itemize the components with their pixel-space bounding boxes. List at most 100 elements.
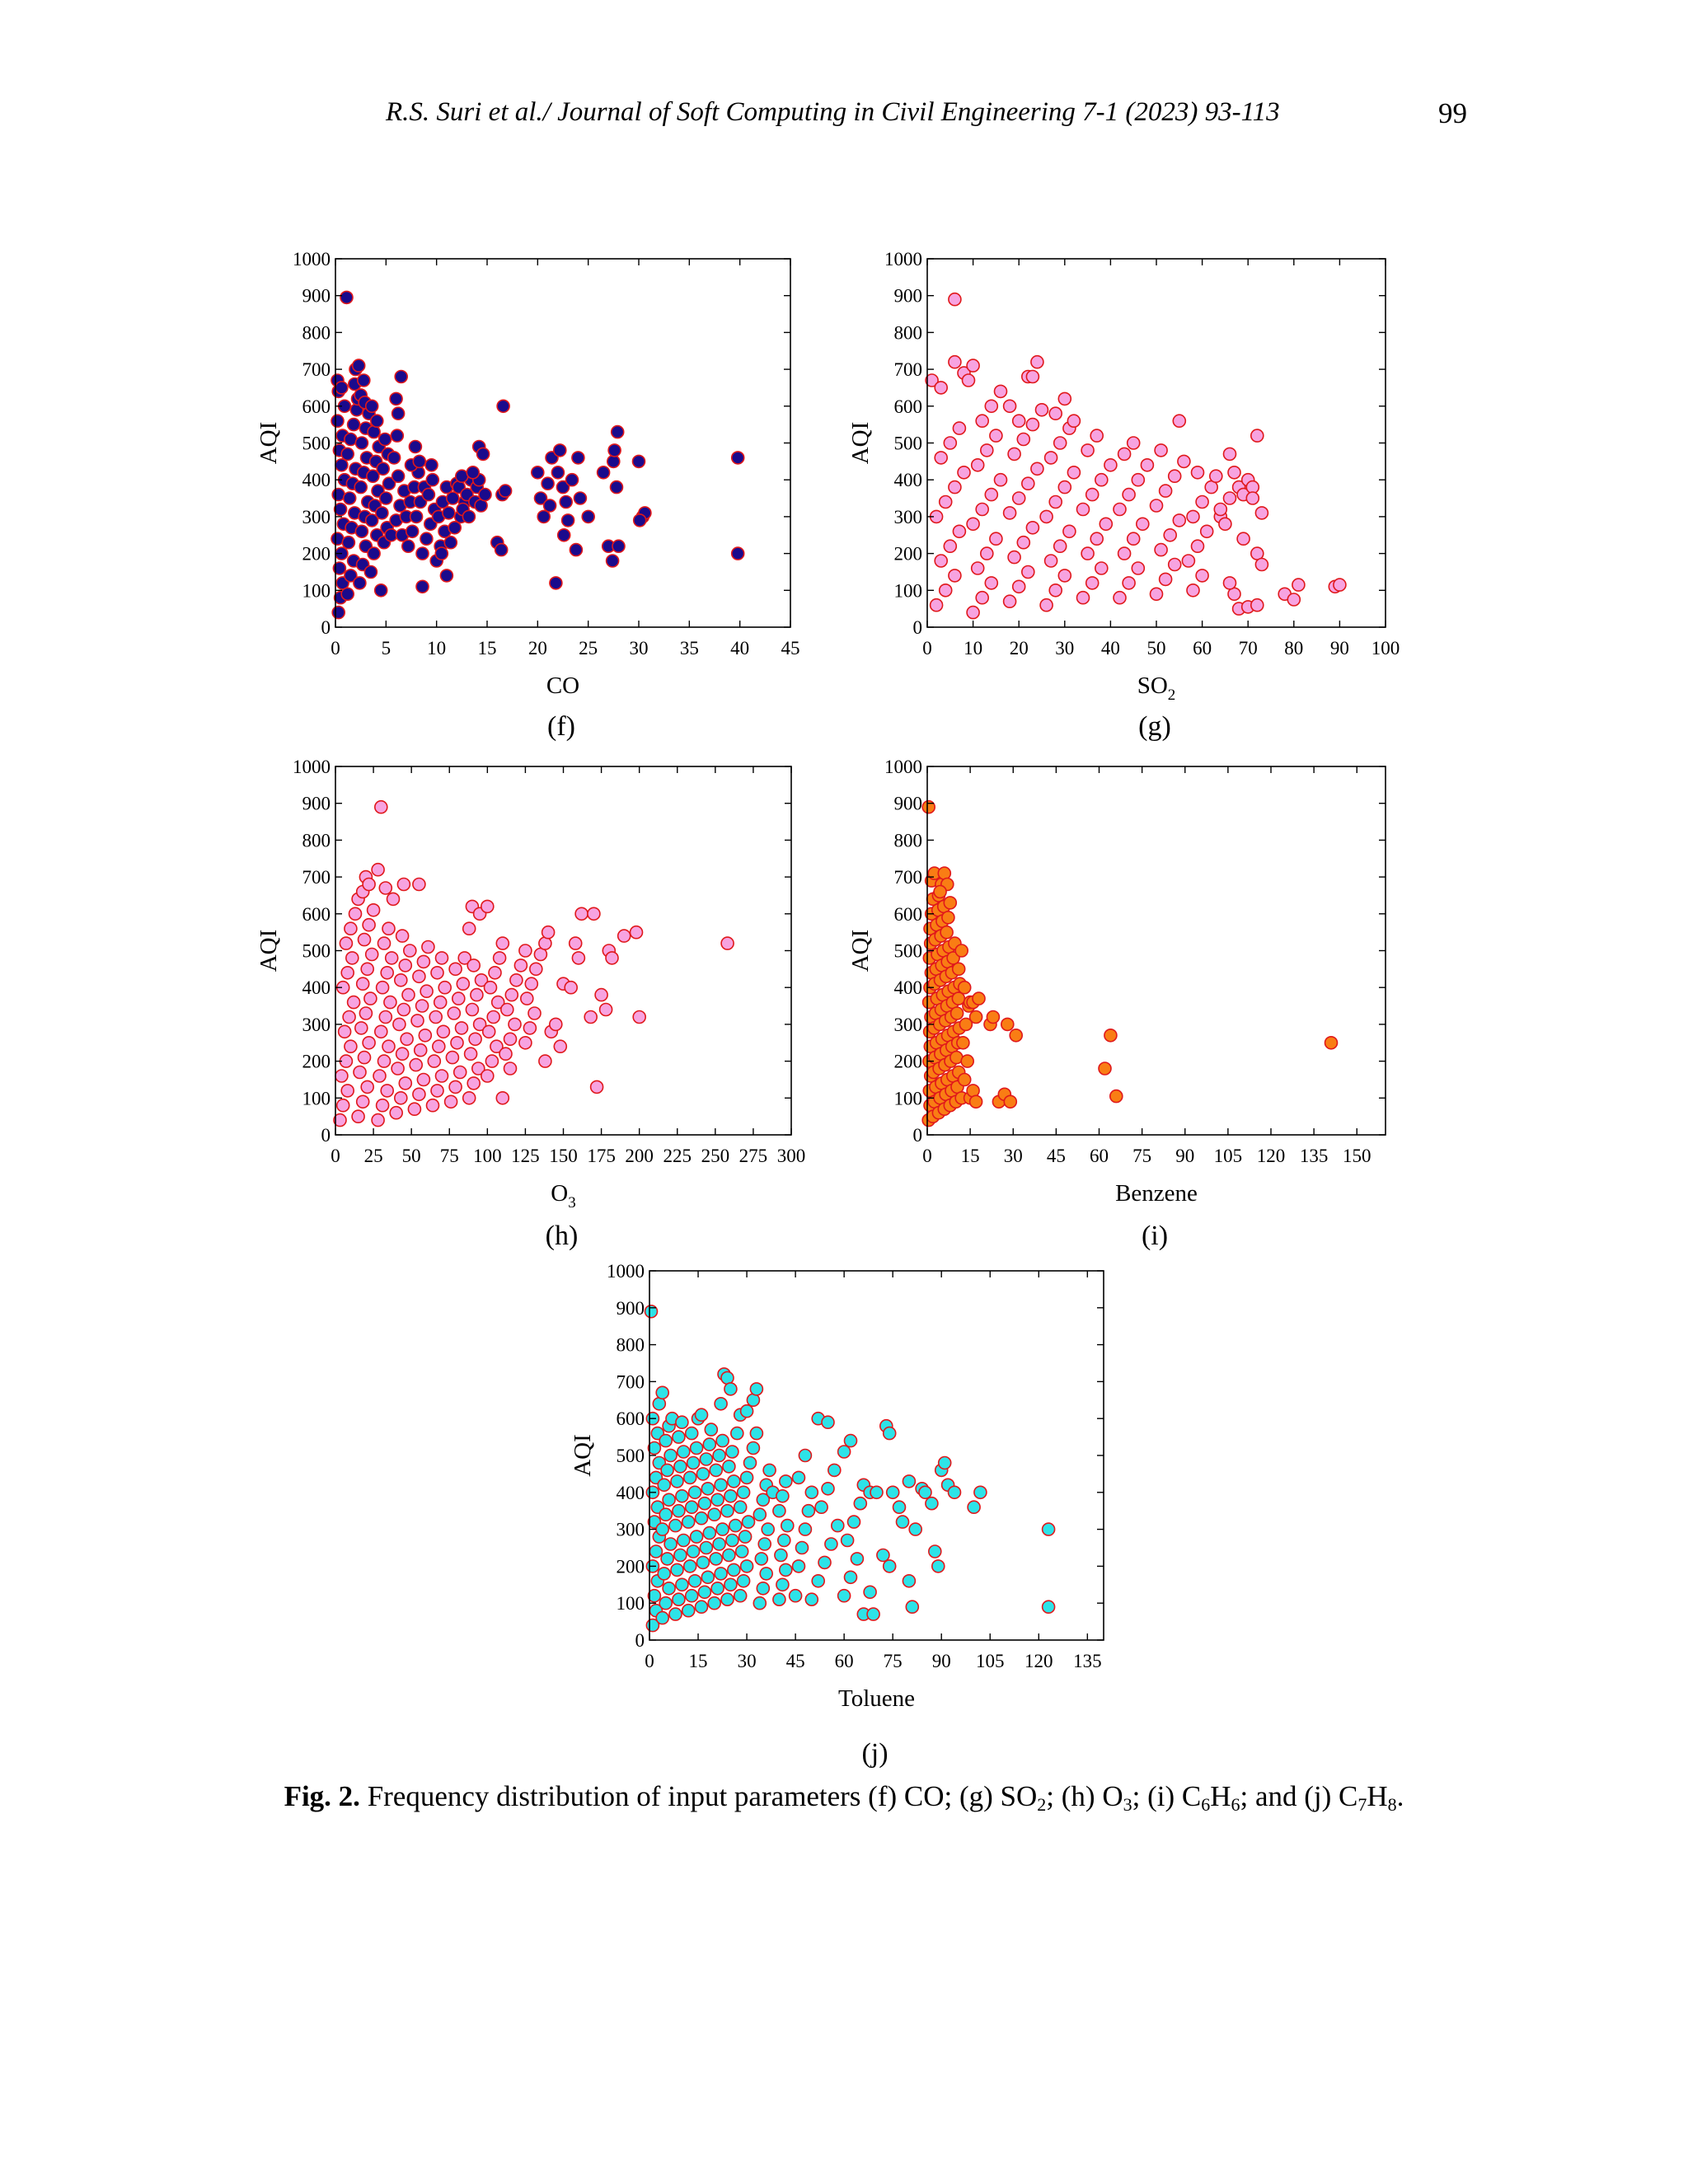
data-point — [804, 1592, 819, 1606]
data-point — [434, 1069, 449, 1083]
data-point — [380, 966, 395, 980]
data-point — [396, 877, 411, 892]
data-point — [346, 995, 361, 1010]
data-point — [682, 1559, 697, 1573]
data-point — [425, 472, 440, 487]
data-point — [725, 1533, 739, 1548]
data-point — [870, 1485, 884, 1500]
data-point — [391, 469, 406, 484]
data-point — [584, 1010, 598, 1024]
data-point — [465, 1002, 480, 1017]
data-point — [333, 502, 348, 517]
data-point — [1007, 447, 1021, 462]
data-point — [537, 509, 551, 524]
data-point — [450, 1036, 464, 1050]
data-point — [659, 1507, 673, 1521]
x-tick-label: 40 — [1101, 638, 1120, 658]
data-point — [1222, 447, 1237, 462]
data-point — [335, 457, 349, 472]
data-point — [795, 1540, 809, 1555]
data-point — [818, 1555, 832, 1570]
scatter-panel-0: 0 5 10 15 20 25 30 35 40 45 0 100 200 300 400 500 600 700… — [256, 249, 800, 742]
data-point — [445, 491, 460, 505]
data-point — [986, 1010, 1001, 1024]
data-point — [1021, 476, 1035, 491]
panel-label: (h) — [546, 1221, 579, 1251]
data-point — [696, 1467, 710, 1481]
data-point — [598, 1002, 613, 1017]
data-point — [714, 1397, 728, 1411]
data-point — [581, 509, 596, 524]
data-point — [882, 1559, 897, 1573]
y-tick-label: 1000 — [884, 757, 922, 777]
data-point — [1218, 517, 1232, 532]
y-tick-label: 700 — [617, 1371, 645, 1392]
x-tick-label: 150 — [1343, 1146, 1372, 1166]
data-point — [655, 1522, 670, 1536]
data-point — [1090, 429, 1104, 443]
data-point — [938, 494, 953, 509]
data-point — [360, 962, 375, 977]
data-point — [714, 1567, 728, 1581]
data-point — [424, 457, 438, 472]
data-point — [733, 1588, 748, 1603]
data-point — [736, 1485, 751, 1500]
data-point — [1195, 569, 1209, 583]
x-tick-label: 300 — [777, 1146, 806, 1166]
data-point — [351, 359, 366, 373]
data-point — [729, 1426, 744, 1441]
data-point — [885, 1485, 900, 1500]
data-point — [442, 506, 456, 520]
data-point — [736, 1574, 751, 1588]
data-point — [1172, 414, 1187, 429]
data-point — [824, 1537, 838, 1551]
data-point — [672, 1592, 686, 1606]
data-point — [373, 1069, 387, 1083]
y-tick-label: 900 — [894, 794, 923, 814]
data-point — [724, 1577, 738, 1592]
x-tick-label: 5 — [382, 638, 392, 658]
data-point — [1025, 520, 1040, 535]
x-axis-label: CO — [546, 673, 579, 699]
data-point — [895, 1515, 910, 1529]
data-point — [1081, 546, 1095, 560]
data-point — [1236, 532, 1250, 546]
data-point — [632, 1010, 647, 1024]
y-tick-label: 0 — [913, 1125, 923, 1146]
data-point — [354, 524, 369, 539]
data-point — [918, 1485, 932, 1500]
y-axis-label: AQI — [256, 422, 282, 465]
data-point — [462, 509, 476, 524]
data-point — [1177, 454, 1191, 469]
data-point — [780, 1518, 795, 1533]
data-point — [382, 1039, 396, 1053]
data-point — [1039, 598, 1053, 612]
data-point — [1172, 513, 1187, 527]
data-point — [357, 932, 372, 947]
y-tick-label: 700 — [302, 867, 331, 888]
caption-segment: ; (i) C — [1132, 1780, 1202, 1812]
data-point — [341, 535, 356, 550]
data-point — [929, 598, 944, 612]
data-point — [1048, 494, 1062, 509]
data-point — [759, 1567, 774, 1581]
data-point — [882, 1426, 897, 1441]
data-point — [1199, 524, 1214, 539]
data-point — [1030, 462, 1044, 476]
data-point — [340, 587, 355, 602]
x-tick-label: 120 — [1025, 1651, 1053, 1671]
data-point — [354, 436, 369, 450]
data-point — [462, 1091, 476, 1105]
y-tick-label: 100 — [617, 1593, 645, 1614]
data-point — [704, 1422, 719, 1436]
data-point — [892, 1500, 907, 1514]
data-points — [921, 799, 1339, 1127]
y-tick-label: 300 — [617, 1520, 645, 1540]
data-point — [495, 1091, 510, 1105]
running-title: R.S. Suri et al./ Journal of Soft Comput… — [386, 97, 1280, 127]
data-point — [345, 951, 359, 965]
y-tick-label: 900 — [302, 794, 331, 814]
data-point — [421, 487, 436, 502]
data-point — [528, 962, 543, 977]
data-point — [1186, 509, 1200, 524]
